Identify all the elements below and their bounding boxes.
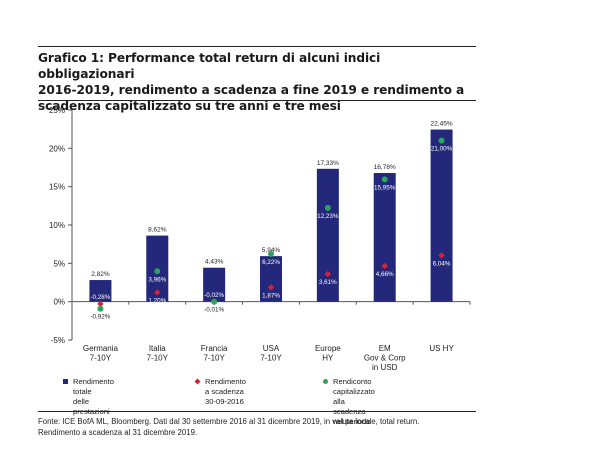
y-tick-label: 25% bbox=[49, 106, 65, 115]
y-tick-label: 0% bbox=[53, 298, 65, 307]
legend-label: Rendimento a scadenza 30-09-2016 bbox=[205, 377, 246, 406]
y-tick-label: -5% bbox=[51, 336, 65, 345]
y-tick-label: 20% bbox=[49, 144, 65, 153]
legend-dot-marker bbox=[323, 379, 328, 384]
footnote-line-1: Fonte: ICE BofA ML, Bloomberg. Dati dal … bbox=[38, 417, 420, 426]
dot-data-label: -0,01% bbox=[204, 307, 224, 314]
dot-point bbox=[438, 137, 445, 144]
footnote-rule bbox=[38, 411, 476, 412]
dot-data-label: -0,92% bbox=[90, 314, 110, 321]
diamond-data-label: 1,20% bbox=[148, 297, 166, 304]
diamond-point bbox=[438, 252, 445, 259]
dot-data-label: 3,96% bbox=[148, 276, 166, 283]
diamond-data-label: 3,61% bbox=[319, 279, 337, 286]
bar bbox=[430, 129, 453, 302]
dot-data-label: 15,95% bbox=[374, 184, 396, 191]
footnote-line-2: Rendimento a scadenza al 31 dicembre 201… bbox=[38, 428, 198, 437]
y-tick-label: 5% bbox=[53, 259, 65, 268]
bar bbox=[260, 256, 282, 302]
diamond-point bbox=[324, 270, 332, 278]
y-tick-label: 15% bbox=[49, 183, 65, 192]
bar-data-label: 17,33% bbox=[317, 160, 339, 167]
diamond-point bbox=[381, 262, 388, 270]
dot-point bbox=[381, 176, 388, 183]
dot-data-label: 21,00% bbox=[431, 146, 453, 153]
bar-data-label: 8,62% bbox=[148, 227, 167, 234]
chart-plot: -5% 0% 5% 10% 15% 20% 25% 2,82% -0,28% -0,92% Germ… bbox=[49, 106, 471, 372]
bar-data-label: 4,43% bbox=[205, 259, 224, 266]
y-tick-label: 10% bbox=[49, 221, 65, 230]
dot-point bbox=[154, 268, 161, 275]
legend-bar-marker bbox=[63, 379, 68, 384]
chart-legend: Rendimento totale delle prestazioni Rendi… bbox=[63, 377, 483, 426]
bar-data-label: 16,78% bbox=[374, 164, 396, 171]
dot-data-label: 12,23% bbox=[317, 213, 339, 220]
dot-point bbox=[268, 250, 274, 257]
diamond-data-label: 4,66% bbox=[376, 271, 394, 278]
x-tick-label: Francia 7-10Y bbox=[201, 344, 228, 363]
chart-title: Grafico 1: Performance total return di a… bbox=[38, 51, 465, 113]
footnote: Fonte: ICE BofA ML, Bloomberg. Dati dal … bbox=[38, 416, 488, 438]
dot-point bbox=[97, 305, 104, 312]
title-top-rule bbox=[38, 46, 476, 47]
dot-data-label: 6,22% bbox=[262, 259, 280, 266]
bar bbox=[203, 267, 226, 302]
dot-point bbox=[211, 298, 218, 305]
legend-diamond-marker bbox=[194, 378, 201, 385]
bar bbox=[89, 280, 112, 302]
diamond-point bbox=[267, 284, 275, 291]
x-tick-label: USA 7-10Y bbox=[260, 344, 282, 363]
diamond-point bbox=[154, 289, 161, 296]
x-tick-label: Germania 7-10Y bbox=[83, 344, 119, 363]
diamond-data-label: 1,87% bbox=[262, 292, 280, 299]
x-tick-label: Italia 7-10Y bbox=[147, 344, 169, 363]
x-tick-label: US HY bbox=[429, 344, 454, 353]
x-tick-label: EM Gov & Corp in USD bbox=[364, 344, 406, 372]
diamond-point bbox=[97, 300, 104, 308]
bar-data-label: 22,45% bbox=[431, 121, 453, 128]
bar-data-label: 5,94% bbox=[262, 247, 281, 254]
diamond-data-label: -0,02% bbox=[204, 292, 224, 299]
bar-data-label: 2,82% bbox=[91, 271, 110, 278]
x-tick-label: Europe HY bbox=[315, 344, 341, 363]
bar bbox=[373, 173, 396, 302]
dot-point bbox=[324, 204, 331, 211]
diamond-data-label: 6,04% bbox=[433, 260, 451, 267]
diamond-data-label: -0,28% bbox=[90, 294, 110, 301]
bar bbox=[316, 168, 339, 302]
title-bottom-rule bbox=[38, 100, 476, 101]
